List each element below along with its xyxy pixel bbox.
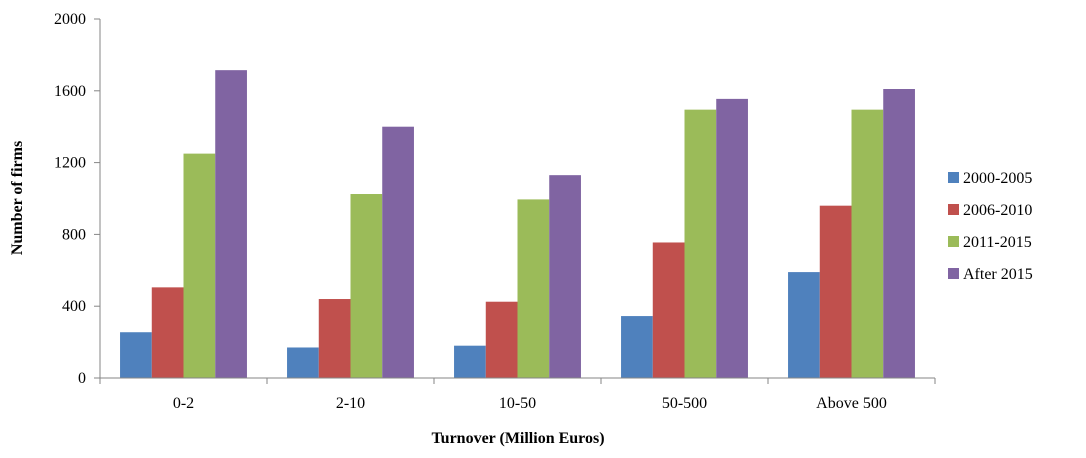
x-tick-label: 2-10 <box>336 395 365 412</box>
bar-after-2015-0-2 <box>215 70 247 378</box>
x-axis-title: Turnover (Million Euros) <box>431 430 604 447</box>
x-tick-label: 0-2 <box>173 395 194 412</box>
legend-swatch <box>948 172 959 183</box>
bar-after-2015-10-50 <box>549 175 581 378</box>
x-axis-ticks: 0-2 2-10 10-50 50-500 Above 500 <box>99 378 936 412</box>
y-tick-label: 0 <box>78 370 86 387</box>
y-axis-ticks: 0 400 800 1200 1600 2000 <box>54 11 100 387</box>
bar-2011-2015-0-2 <box>183 153 216 378</box>
x-tick-label: Above 500 <box>816 395 887 412</box>
legend-label: 2000-2005 <box>963 170 1032 187</box>
y-axis-title: Number of firms <box>9 141 26 255</box>
bar-2000-2005-2-10 <box>287 347 319 378</box>
legend-swatch <box>948 236 959 247</box>
y-tick-label: 400 <box>62 298 86 315</box>
legend: 2000-2005 2006-2010 2011-2015 After 2015 <box>948 170 1033 283</box>
bar-2000-2005-above-500 <box>788 272 820 378</box>
bar-2000-2005-10-50 <box>454 345 486 378</box>
legend-label: 2011-2015 <box>963 234 1032 251</box>
bar-2006-2010-10-50 <box>485 301 518 378</box>
bar-2006-2010-50-500 <box>652 242 685 378</box>
x-tick-label: 50-500 <box>662 395 707 412</box>
y-tick-label: 1200 <box>54 155 86 172</box>
legend-swatch <box>948 268 959 279</box>
bar-2000-2005-0-2 <box>120 332 152 378</box>
bar-2000-2005-50-500 <box>621 316 653 378</box>
y-tick-label: 800 <box>62 226 86 243</box>
bar-after-2015-above-500 <box>883 89 915 378</box>
bar-2011-2015-10-50 <box>517 199 550 378</box>
legend-label: After 2015 <box>963 266 1033 283</box>
bar-after-2015-2-10 <box>382 126 414 378</box>
y-tick-label: 2000 <box>54 11 86 28</box>
x-tick-label: 10-50 <box>499 395 536 412</box>
bar-2006-2010-above-500 <box>819 205 852 378</box>
bar-2011-2015-2-10 <box>350 194 383 378</box>
bar-2011-2015-50-500 <box>684 109 717 379</box>
y-tick-label: 1600 <box>54 83 86 100</box>
bars-layer <box>120 70 915 379</box>
bar-2011-2015-above-500 <box>851 109 884 379</box>
bar-2006-2010-2-10 <box>318 299 351 378</box>
bar-2006-2010-0-2 <box>151 287 184 378</box>
legend-swatch <box>948 204 959 215</box>
bar-after-2015-50-500 <box>716 98 748 378</box>
legend-label: 2006-2010 <box>963 202 1032 219</box>
